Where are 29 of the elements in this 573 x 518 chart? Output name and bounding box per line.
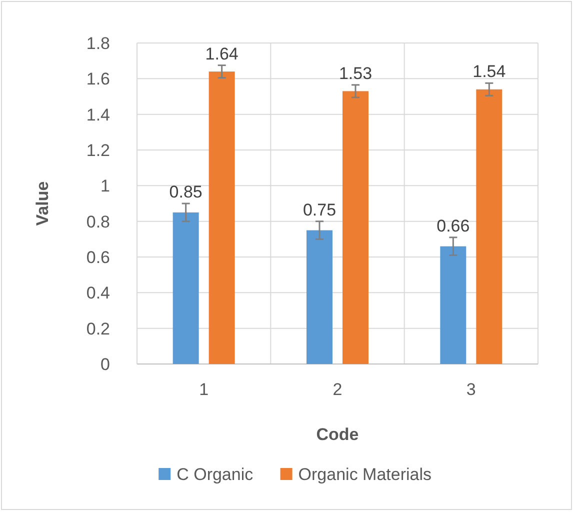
y-tick-label: 0 — [100, 354, 110, 374]
data-label: 0.75 — [302, 200, 336, 220]
legend-label: C Organic — [176, 464, 254, 484]
y-tick-label: 1 — [100, 176, 110, 196]
data-label: 1.64 — [205, 44, 238, 64]
y-tick-label: 1.4 — [86, 105, 110, 124]
bar — [342, 91, 368, 364]
bar — [440, 246, 466, 364]
y-axis-title: Value — [33, 181, 52, 226]
data-label: 0.66 — [436, 216, 470, 236]
bar — [306, 230, 332, 364]
x-tick-label: 3 — [466, 380, 476, 399]
y-tick-label: 1.8 — [86, 34, 110, 53]
bar — [208, 72, 235, 364]
legend-label: Organic Materials — [298, 464, 432, 484]
data-label: 1.53 — [338, 64, 372, 83]
y-tick-label: 0.2 — [86, 319, 110, 338]
data-label: 0.85 — [169, 182, 202, 202]
data-label: 1.54 — [472, 62, 506, 82]
x-tick-label: 1 — [199, 380, 209, 399]
y-tick-label: 1.2 — [86, 140, 110, 160]
y-tick-label: 0.8 — [86, 212, 110, 232]
bar — [172, 212, 199, 364]
bar — [476, 89, 502, 364]
x-axis-title: Code — [316, 425, 359, 444]
y-tick-label: 0.6 — [86, 248, 110, 267]
x-tick-label: 2 — [332, 380, 342, 399]
y-tick-label: 1.6 — [86, 70, 110, 89]
y-tick-label: 0.4 — [86, 284, 110, 303]
